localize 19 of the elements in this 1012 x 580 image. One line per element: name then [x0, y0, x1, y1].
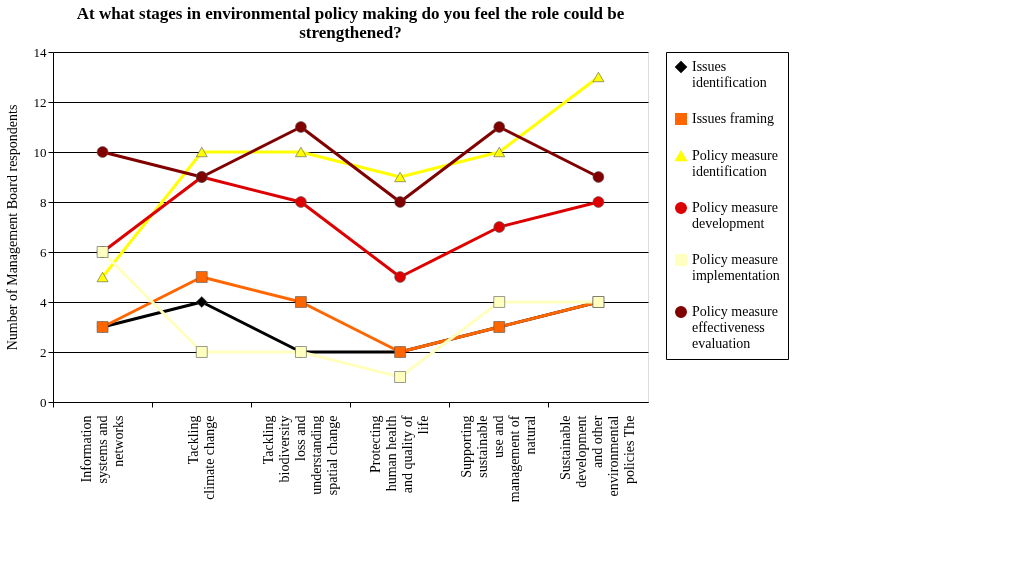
legend-label: Policy measure identification — [692, 148, 778, 179]
legend-label: Issues framing — [692, 111, 775, 126]
y-tick-label: 2 — [40, 344, 47, 360]
x-tick-label: Supporting sustainable use and management of natural — [459, 415, 539, 503]
legend-label: Policy measure implementation — [692, 252, 780, 283]
legend-label: Policy measure effectiveness evaluation — [692, 304, 778, 351]
y-tick-label: 4 — [40, 294, 47, 310]
y-axis-title: Number of Management Board respondents — [4, 104, 20, 351]
y-tick-label: 0 — [40, 394, 47, 410]
y-tick-label: 6 — [40, 244, 47, 260]
y-tick-label: 8 — [40, 194, 47, 210]
legend-label: Issues identification — [692, 59, 767, 90]
y-tick-label: 10 — [33, 144, 47, 160]
y-tick-label: 14 — [33, 44, 47, 60]
legend-label: Policy measure development — [692, 200, 778, 231]
x-tick-label: Information systems and networks — [78, 415, 126, 484]
chart-title: At what stages in environmental policy making do you feel the role could be strengthened? — [76, 4, 625, 42]
y-tick-label: 12 — [33, 94, 47, 110]
x-tick-label: Protecting human health and quality of life — [368, 415, 432, 494]
